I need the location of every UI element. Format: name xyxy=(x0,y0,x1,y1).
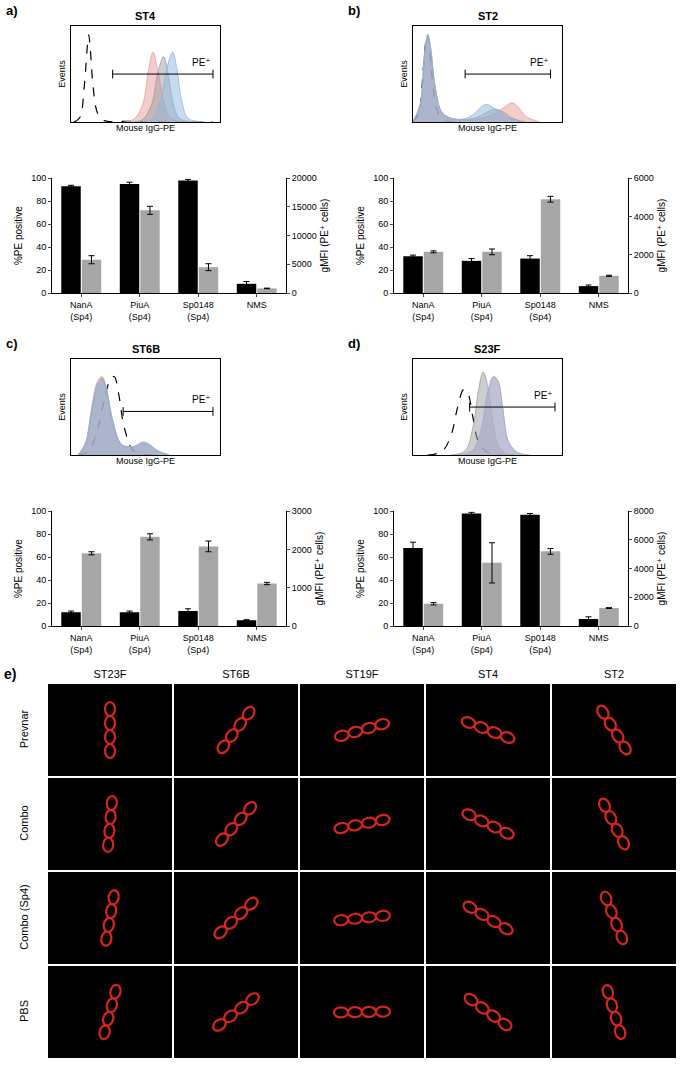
svg-text:100: 100 xyxy=(31,506,46,516)
svg-text:gMFI (PE⁺ cells): gMFI (PE⁺ cells) xyxy=(656,199,667,273)
svg-text:6000: 6000 xyxy=(634,535,654,545)
svg-text:Mouse IgG-PE: Mouse IgG-PE xyxy=(116,123,175,133)
svg-text:Mouse IgG-PE: Mouse IgG-PE xyxy=(458,123,517,133)
svg-text:Mouse IgG-PE: Mouse IgG-PE xyxy=(458,456,517,466)
html-text:ST6B: ST6B xyxy=(222,668,250,680)
svg-text:0: 0 xyxy=(634,288,639,298)
svg-text:NMS: NMS xyxy=(247,633,267,643)
svg-text:Mouse IgG-PE: Mouse IgG-PE xyxy=(116,456,175,466)
svg-text:0: 0 xyxy=(41,288,46,298)
svg-text:15000: 15000 xyxy=(292,202,317,212)
svg-text:PiuA(Sp4): PiuA(Sp4) xyxy=(129,300,151,322)
svg-text:PiuA(Sp4): PiuA(Sp4) xyxy=(471,633,493,655)
svg-text:0: 0 xyxy=(383,621,388,631)
svg-text:0: 0 xyxy=(41,621,46,631)
svg-text:60: 60 xyxy=(36,219,46,229)
svg-text:20000: 20000 xyxy=(292,173,317,183)
svg-text:ST6B: ST6B xyxy=(132,343,160,355)
svg-text:40: 40 xyxy=(36,575,46,585)
svg-text:b): b) xyxy=(348,3,360,18)
svg-text:6000: 6000 xyxy=(634,173,654,183)
svg-text:PE⁺: PE⁺ xyxy=(192,394,211,405)
svg-text:%PE positive: %PE positive xyxy=(13,206,24,265)
svg-text:%PE positive: %PE positive xyxy=(355,206,366,265)
svg-text:20: 20 xyxy=(378,598,388,608)
svg-text:Sp0148(Sp4): Sp0148(Sp4) xyxy=(183,300,214,322)
svg-text:2000: 2000 xyxy=(634,250,654,260)
svg-text:NMS: NMS xyxy=(589,633,609,643)
svg-text:40: 40 xyxy=(378,575,388,585)
svg-text:PE⁺: PE⁺ xyxy=(192,57,211,68)
svg-text:40: 40 xyxy=(378,242,388,252)
html-text:Combo: Combo xyxy=(18,805,30,841)
svg-text:0: 0 xyxy=(634,621,639,631)
svg-text:5000: 5000 xyxy=(292,259,312,269)
svg-text:60: 60 xyxy=(378,552,388,562)
svg-text:0: 0 xyxy=(383,288,388,298)
svg-text:Events: Events xyxy=(57,60,67,88)
svg-text:PiuA(Sp4): PiuA(Sp4) xyxy=(471,300,493,322)
svg-text:0: 0 xyxy=(292,621,297,631)
svg-text:%PE positive: %PE positive xyxy=(355,539,366,598)
svg-text:80: 80 xyxy=(378,529,388,539)
svg-text:60: 60 xyxy=(36,552,46,562)
html-text:ST19F: ST19F xyxy=(345,668,379,680)
svg-text:1000: 1000 xyxy=(292,583,312,593)
svg-text:S23F: S23F xyxy=(474,343,501,355)
svg-text:40: 40 xyxy=(36,242,46,252)
svg-text:100: 100 xyxy=(31,173,46,183)
svg-text:NanA(Sp4): NanA(Sp4) xyxy=(70,300,93,322)
svg-text:NanA(Sp4): NanA(Sp4) xyxy=(412,300,435,322)
svg-text:%PE positive: %PE positive xyxy=(13,539,24,598)
svg-text:Sp0148(Sp4): Sp0148(Sp4) xyxy=(183,633,214,655)
svg-text:2000: 2000 xyxy=(634,592,654,602)
html-text:ST23F: ST23F xyxy=(93,668,127,680)
svg-text:gMFI (PE⁺ cells): gMFI (PE⁺ cells) xyxy=(319,199,330,273)
svg-text:d): d) xyxy=(348,336,360,351)
svg-text:100: 100 xyxy=(373,173,388,183)
html-text:e): e) xyxy=(4,666,17,682)
svg-text:NanA(Sp4): NanA(Sp4) xyxy=(70,633,93,655)
svg-text:4000: 4000 xyxy=(634,564,654,574)
svg-text:PE⁺: PE⁺ xyxy=(534,390,553,401)
svg-text:Sp0148(Sp4): Sp0148(Sp4) xyxy=(525,633,556,655)
svg-text:20: 20 xyxy=(36,265,46,275)
svg-text:60: 60 xyxy=(378,219,388,229)
svg-text:c): c) xyxy=(6,336,18,351)
svg-text:2000: 2000 xyxy=(292,545,312,555)
html-text:Combo (Sp4): Combo (Sp4) xyxy=(18,884,30,950)
svg-text:100: 100 xyxy=(373,506,388,516)
html-text:Prevnar: Prevnar xyxy=(18,709,30,749)
svg-text:NMS: NMS xyxy=(589,300,609,310)
svg-text:ST2: ST2 xyxy=(478,10,498,22)
svg-text:3000: 3000 xyxy=(292,506,312,516)
svg-text:Events: Events xyxy=(399,60,409,88)
svg-text:80: 80 xyxy=(378,196,388,206)
svg-text:PE⁺: PE⁺ xyxy=(530,57,549,68)
html-text:PBS: PBS xyxy=(18,1000,30,1022)
svg-text:20: 20 xyxy=(378,265,388,275)
svg-text:NanA(Sp4): NanA(Sp4) xyxy=(412,633,435,655)
svg-text:gMFI (PE⁺ cells): gMFI (PE⁺ cells) xyxy=(656,532,667,606)
svg-text:a): a) xyxy=(6,3,18,18)
svg-text:Sp0148(Sp4): Sp0148(Sp4) xyxy=(525,300,556,322)
html-text:ST2: ST2 xyxy=(603,668,625,680)
svg-text:Events: Events xyxy=(57,393,67,421)
svg-text:PiuA(Sp4): PiuA(Sp4) xyxy=(129,633,151,655)
html-text:ST4: ST4 xyxy=(477,668,499,680)
svg-text:ST4: ST4 xyxy=(135,10,156,22)
svg-text:80: 80 xyxy=(36,529,46,539)
svg-text:10000: 10000 xyxy=(292,231,317,241)
svg-text:8000: 8000 xyxy=(634,506,654,516)
svg-text:80: 80 xyxy=(36,196,46,206)
svg-text:NMS: NMS xyxy=(247,300,267,310)
svg-text:20: 20 xyxy=(36,598,46,608)
svg-text:Events: Events xyxy=(399,393,409,421)
svg-text:4000: 4000 xyxy=(634,212,654,222)
svg-text:gMFI (PE⁺ cells): gMFI (PE⁺ cells) xyxy=(314,532,325,606)
svg-text:0: 0 xyxy=(292,288,297,298)
